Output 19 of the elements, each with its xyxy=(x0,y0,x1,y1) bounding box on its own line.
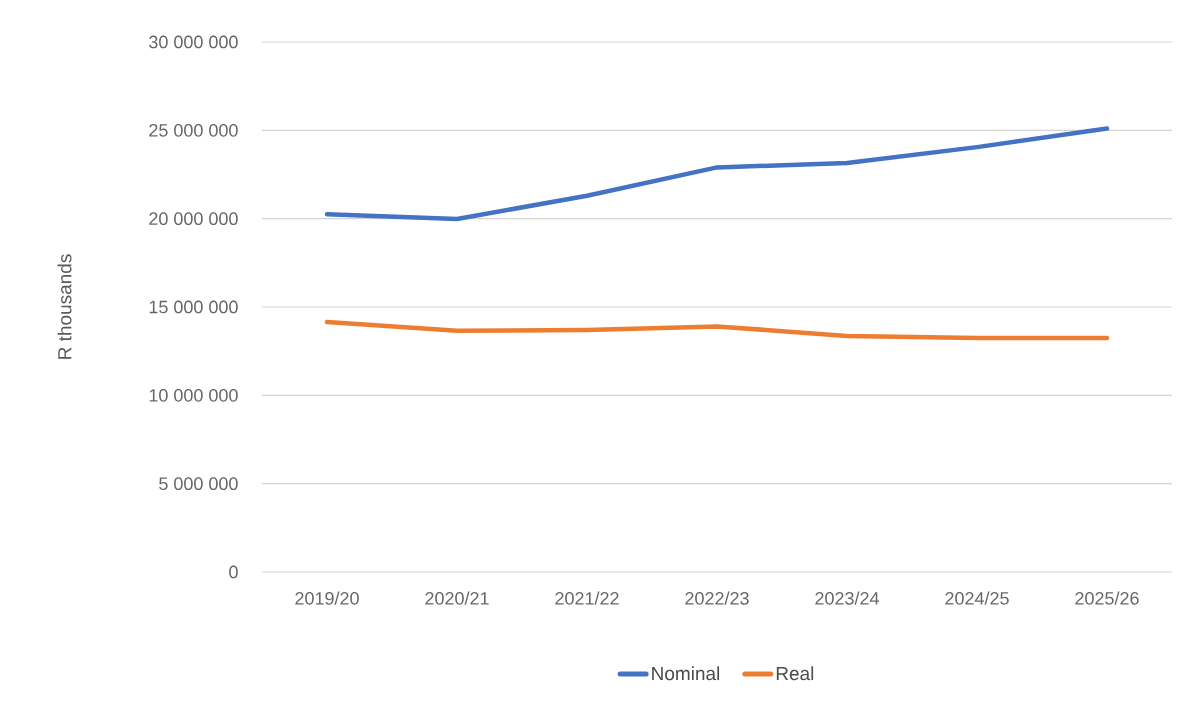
line-series xyxy=(324,319,1110,341)
x-tick-label: 2021/22 xyxy=(555,591,619,605)
x-tick-label: 2019/20 xyxy=(295,591,359,605)
y-tick-label: 30 000 000 xyxy=(149,35,238,49)
y-tick-label: 0 xyxy=(229,565,238,579)
line-series xyxy=(324,126,1110,222)
x-tick-label: 2023/24 xyxy=(815,591,879,605)
legend-label: Real xyxy=(776,666,814,681)
y-tick-label: 15 000 000 xyxy=(149,300,238,314)
y-tick-label: 10 000 000 xyxy=(149,388,238,402)
x-tick-label: 2025/26 xyxy=(1075,591,1139,605)
y-tick-label: 25 000 000 xyxy=(149,123,238,137)
x-tick-label: 2020/21 xyxy=(425,591,489,605)
y-axis-title: R thousands xyxy=(57,254,72,359)
y-tick-label: 5 000 000 xyxy=(159,477,238,491)
x-tick-label: 2024/25 xyxy=(945,591,1009,605)
x-tick-label: 2022/23 xyxy=(685,591,749,605)
y-tick-label: 20 000 000 xyxy=(149,212,238,226)
legend-label: Nominal xyxy=(652,666,720,681)
